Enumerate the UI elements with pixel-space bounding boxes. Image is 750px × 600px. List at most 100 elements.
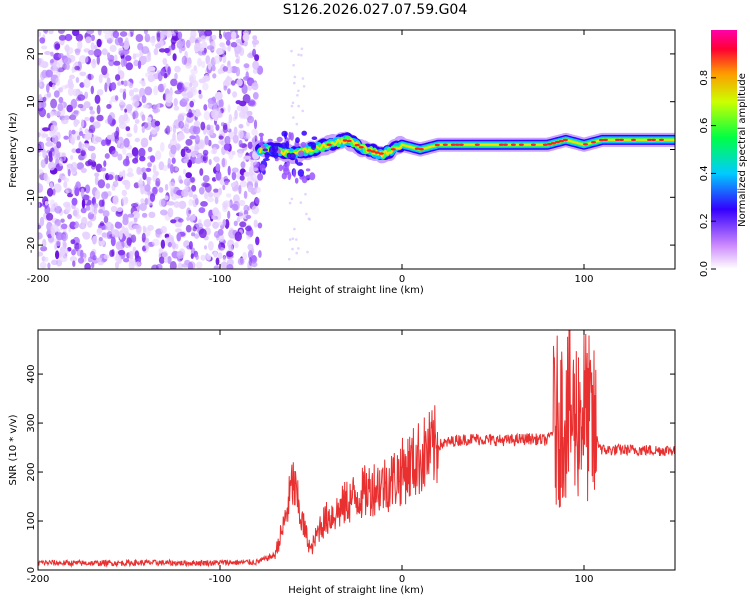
noise-blob xyxy=(197,57,202,67)
noise-blob xyxy=(44,30,48,35)
noise-blob xyxy=(53,90,60,98)
noise-blob xyxy=(53,110,62,116)
x-tick-label: 100 xyxy=(574,274,593,285)
noise-blob xyxy=(122,158,130,167)
colorbar-label: Normalized spectral amplitude xyxy=(737,73,748,227)
noise-blob xyxy=(132,88,139,93)
noise-blob xyxy=(93,203,99,209)
noise-blob xyxy=(121,189,128,197)
noise-blob xyxy=(224,31,233,41)
noise-blob xyxy=(47,233,52,239)
noise-blob xyxy=(211,215,215,220)
noise-blob xyxy=(251,205,260,215)
noise-blob xyxy=(89,251,96,260)
noise-blob xyxy=(239,109,246,118)
noise-blob xyxy=(218,98,224,109)
noise-blob xyxy=(97,89,104,96)
noise-blob xyxy=(229,199,233,209)
noise-blob xyxy=(72,209,78,217)
noise-blob xyxy=(84,143,91,149)
noise-blob xyxy=(77,103,84,109)
noise-dot xyxy=(297,247,300,250)
noise-blob xyxy=(153,48,159,56)
noise-dot xyxy=(302,85,306,88)
noise-dot xyxy=(299,201,303,204)
noise-blob xyxy=(191,232,196,237)
snr-x-ticks: -200 -100 0 100 xyxy=(27,330,594,585)
noise-blob xyxy=(111,227,116,238)
noise-blob xyxy=(106,174,114,181)
noise-blob xyxy=(195,222,204,230)
noise-blob xyxy=(198,93,203,99)
noise-blob xyxy=(152,186,158,195)
noise-blob xyxy=(228,244,234,252)
noise-blob xyxy=(217,252,223,260)
noise-blob xyxy=(125,126,131,132)
noise-dot xyxy=(307,217,311,220)
noise-blob xyxy=(170,78,178,87)
signal-blob xyxy=(280,142,288,149)
noise-blob xyxy=(113,60,121,66)
noise-blob xyxy=(43,256,49,263)
signal-blob xyxy=(283,167,290,176)
signal-peak xyxy=(510,143,516,146)
noise-blob xyxy=(148,134,152,141)
noise-blob xyxy=(81,198,86,209)
noise-blob xyxy=(81,231,90,238)
noise-blob xyxy=(234,50,239,58)
noise-blob xyxy=(147,66,156,71)
noise-blob xyxy=(96,257,102,262)
noise-dot xyxy=(297,53,300,56)
noise-blob xyxy=(135,261,142,268)
noise-blob xyxy=(239,175,245,181)
noise-blob xyxy=(252,92,259,100)
noise-blob xyxy=(58,53,64,59)
noise-blob xyxy=(138,147,146,158)
noise-blob xyxy=(225,39,231,46)
noise-blob xyxy=(116,207,123,213)
noise-blob xyxy=(85,160,92,167)
noise-dot xyxy=(288,201,292,205)
noise-blob xyxy=(93,207,98,215)
spectrogram-noise-region xyxy=(38,30,312,269)
noise-blob xyxy=(46,187,54,197)
signal-blob xyxy=(261,145,266,149)
signal-peak xyxy=(599,138,604,142)
noise-blob xyxy=(127,213,135,218)
noise-blob xyxy=(91,198,95,204)
noise-blob xyxy=(222,66,228,72)
noise-blob xyxy=(160,68,165,77)
noise-blob xyxy=(65,44,70,53)
noise-blob xyxy=(38,251,44,257)
noise-blob xyxy=(251,128,258,136)
noise-blob xyxy=(236,105,243,112)
noise-blob xyxy=(119,88,124,94)
noise-blob xyxy=(139,156,146,162)
noise-blob xyxy=(38,143,42,153)
noise-blob xyxy=(174,65,181,73)
noise-blob xyxy=(70,98,78,109)
noise-dot xyxy=(293,81,296,85)
noise-blob xyxy=(230,41,238,48)
signal-peak xyxy=(659,138,664,142)
noise-dot xyxy=(296,94,299,97)
noise-blob xyxy=(160,30,168,38)
noise-blob xyxy=(109,249,114,257)
noise-blob xyxy=(206,196,215,203)
noise-blob xyxy=(94,94,101,105)
noise-blob xyxy=(186,216,191,221)
noise-blob xyxy=(143,30,148,35)
noise-blob xyxy=(194,197,199,206)
noise-blob xyxy=(207,192,214,198)
signal-blob xyxy=(305,168,311,172)
noise-blob xyxy=(52,188,56,196)
noise-blob xyxy=(188,198,193,207)
noise-blob xyxy=(117,153,123,161)
noise-blob xyxy=(147,74,155,83)
noise-blob xyxy=(81,143,85,150)
noise-blob xyxy=(144,197,149,206)
signal-peak xyxy=(603,138,608,142)
noise-blob xyxy=(166,201,175,206)
noise-blob xyxy=(215,124,220,131)
noise-blob xyxy=(211,109,219,120)
